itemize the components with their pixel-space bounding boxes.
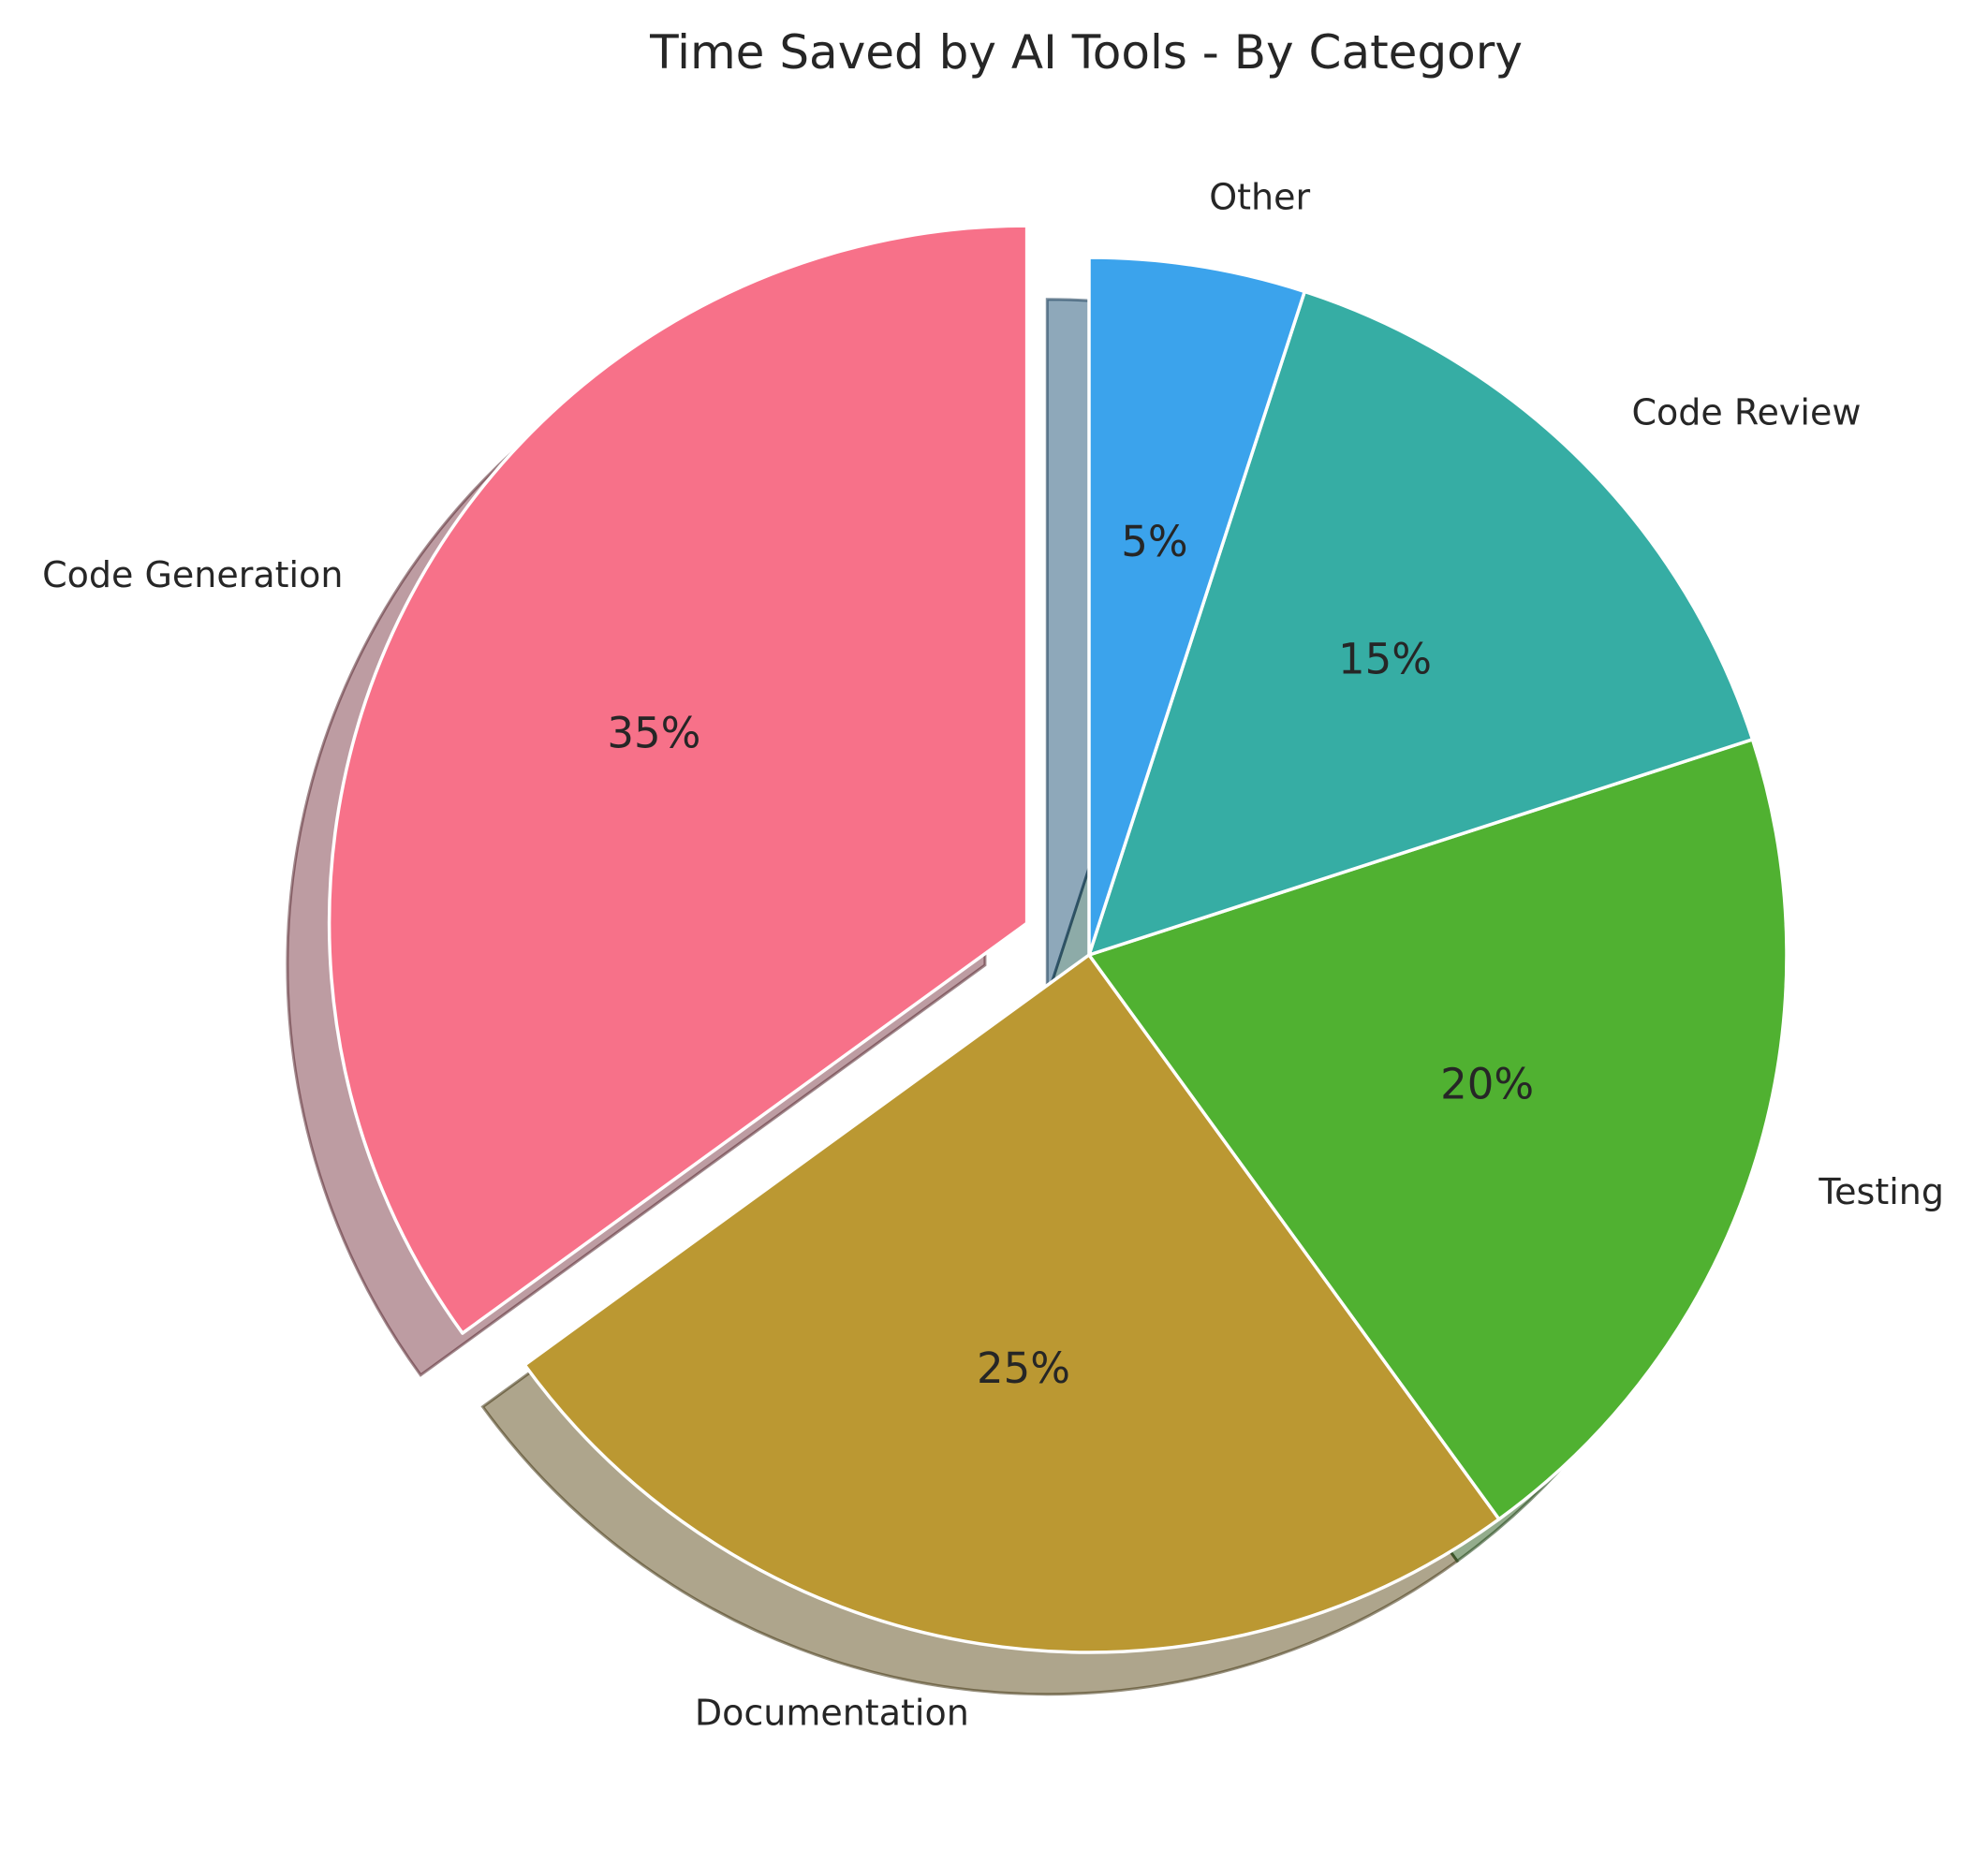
percent-label-code-generation: 35% (607, 709, 700, 758)
pie-slice-other (1087, 256, 1306, 957)
chart-title: Time Saved by AI Tools - By Category (649, 25, 1523, 80)
category-label-code-review: Code Review (1631, 392, 1861, 433)
pie-slice-code-review (1087, 289, 1755, 957)
category-label-testing: Testing (1818, 1171, 1944, 1212)
percent-label-code-review: 15% (1338, 634, 1432, 683)
percent-label-testing: 20% (1440, 1060, 1534, 1109)
pie-slice-testing (1087, 738, 1789, 1521)
pie-slice-code-generation (327, 224, 1029, 1335)
pie-slices (327, 224, 1789, 1654)
percent-label-documentation: 25% (977, 1343, 1070, 1393)
category-label-code-generation: Code Generation (42, 554, 343, 595)
pie-slice-documentation (523, 953, 1501, 1654)
category-label-other: Other (1209, 177, 1310, 218)
category-label-documentation: Documentation (695, 1692, 969, 1733)
pie-labels: Code Generation 35% Documentation 25% Testin… (42, 177, 1944, 1734)
percent-label-other: 5% (1121, 517, 1187, 566)
